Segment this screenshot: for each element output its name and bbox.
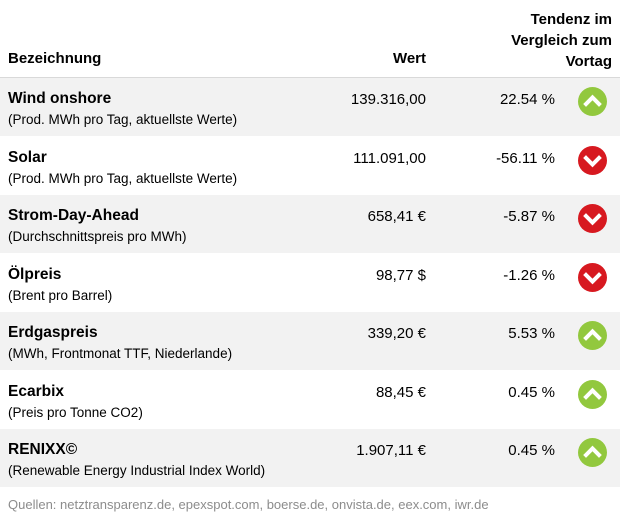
row-value: 88,45 €: [375, 383, 426, 401]
arrow-up-icon: [578, 379, 607, 409]
table-row: Ecarbix (Preis pro Tonne CO2) 88,45 € 0.45 …: [0, 371, 620, 429]
table-row: Ölpreis (Brent pro Barrel) 98,77 $ -1.26 %: [0, 254, 620, 312]
row-change: 5.53 %: [508, 325, 555, 342]
row-title: Ecarbix: [8, 382, 65, 400]
arrow-down-icon: [578, 145, 607, 175]
column-header-trend-line3: Vortag: [565, 53, 612, 70]
row-title: Strom-Day-Ahead: [8, 207, 139, 224]
row-subtitle: (Preis pro Tonne CO2): [8, 404, 143, 420]
row-value: 98,77 $: [375, 266, 426, 284]
row-subtitle: (Renewable Energy Industrial Index World…: [8, 463, 266, 478]
row-value: 139.316,00: [350, 91, 426, 108]
sources-footer: Quellen: netztransparenz.de, epexspot.co…: [8, 497, 489, 512]
table-row: Wind onshore (Prod. MWh pro Tag, aktuells…: [0, 78, 620, 136]
table-row: Erdgaspreis (MWh, Frontmonat TTF, Niederl…: [0, 312, 620, 370]
row-change: -56.11 %: [496, 149, 555, 167]
arrow-up-icon: [578, 321, 607, 350]
arrow-up-icon: [578, 87, 607, 116]
row-value: 339,20 €: [367, 325, 426, 342]
row-subtitle: (Prod. MWh pro Tag, aktuellste Werte): [8, 112, 238, 127]
row-value: 1.907,11 €: [356, 442, 426, 459]
row-title: Erdgaspreis: [8, 324, 98, 341]
row-title: Solar: [8, 148, 47, 166]
row-value: 658,41 €: [367, 208, 426, 225]
row-change: 0.45 %: [508, 442, 555, 459]
table-row: Strom-Day-Ahead (Durchschnittspreis pro M…: [0, 195, 620, 253]
row-title: Wind onshore: [8, 90, 112, 107]
column-header-value: Wert: [392, 50, 426, 67]
table-row: RENIXX© (Renewable Energy Industrial Inde…: [0, 429, 620, 487]
row-title: Ölpreis: [8, 265, 62, 283]
row-subtitle: (Brent pro Barrel): [8, 287, 113, 303]
row-change: -5.87 %: [503, 208, 555, 225]
column-header-trend: Tendenz im Vergleich zum Vortag: [472, 9, 612, 72]
arrow-down-icon: [578, 262, 607, 292]
table-header: Bezeichnung Wert Tendenz im Vergleich zu…: [0, 0, 620, 78]
row-change: 0.45 %: [508, 383, 555, 401]
row-change: 22.54 %: [499, 91, 555, 108]
row-value: 111.091,00: [353, 149, 426, 167]
table-row: Solar (Prod. MWh pro Tag, aktuellste Wert…: [0, 137, 620, 195]
row-title: RENIXX©: [8, 441, 78, 458]
column-header-trend-line1: Tendenz im: [530, 11, 612, 28]
arrow-up-icon: [578, 438, 607, 467]
row-subtitle: (Prod. MWh pro Tag, aktuellste Werte): [8, 170, 238, 186]
row-change: -1.26 %: [503, 266, 555, 284]
column-header-name: Bezeichnung: [8, 50, 102, 67]
row-subtitle: (MWh, Frontmonat TTF, Niederlande): [8, 346, 233, 361]
column-header-trend-line2: Vergleich zum: [511, 32, 612, 49]
row-subtitle: (Durchschnittspreis pro MWh): [8, 229, 187, 244]
arrow-down-icon: [578, 204, 607, 233]
